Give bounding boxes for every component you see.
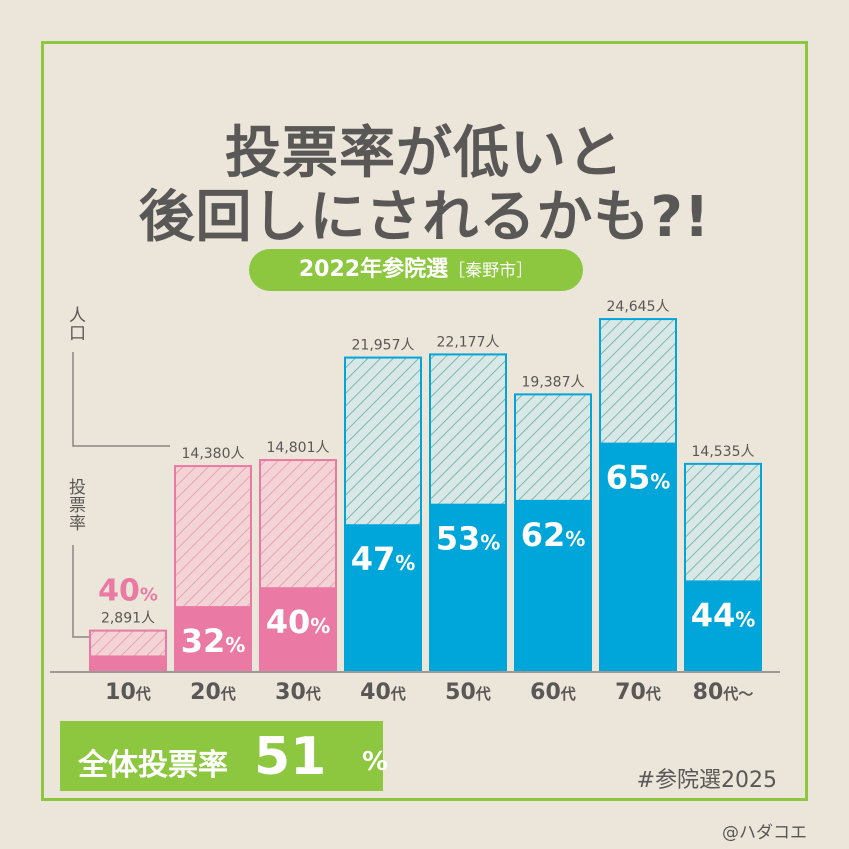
category-label-0: 10代: [105, 680, 151, 705]
turnout-connector: [72, 545, 90, 638]
turnout-label-5: 62%: [521, 516, 586, 554]
turnout-bar-6: [600, 442, 676, 672]
population-axis-label: 人口: [65, 306, 85, 342]
population-label-0: 2,891人: [101, 611, 155, 627]
turnout-bar-5: [515, 499, 591, 672]
turnout-label-3: 47%: [351, 540, 416, 578]
turnout-axis-label: 投票率: [65, 478, 85, 532]
turnout-bar-2: [260, 587, 336, 672]
category-label-1: 20代: [190, 680, 236, 705]
overall-turnout-box: 全体投票率 51 %: [60, 721, 388, 791]
turnout-label-6: 65%: [606, 459, 671, 497]
category-label-6: 70代: [615, 680, 661, 705]
turnout-bar-0: [90, 655, 166, 672]
turnout-bar-1: [175, 606, 251, 672]
overall-turnout-label: 全体投票率: [78, 748, 228, 783]
category-label-2: 30代: [275, 680, 321, 705]
title-line-2: 後回しにされるかも?!: [138, 185, 711, 250]
population-label-2: 14,801人: [267, 440, 330, 456]
population-label-7: 14,535人: [692, 444, 755, 460]
title-line-1: 投票率が低いと: [225, 121, 624, 186]
axis-connector-lines: [72, 352, 170, 638]
subtitle-main: 2022年参院選: [298, 257, 449, 282]
population-label-5: 19,387人: [522, 374, 585, 390]
turnout-label-0: 40%: [98, 574, 158, 609]
turnout-bar-4: [430, 503, 506, 672]
overall-turnout-unit: %: [362, 747, 389, 777]
population-label-1: 14,380人: [182, 446, 245, 462]
overall-turnout-value: 51: [254, 727, 327, 787]
turnout-label-7: 44%: [691, 596, 756, 634]
category-label-3: 40代: [360, 680, 406, 705]
category-label-5: 60代: [530, 680, 576, 705]
turnout-label-2: 40%: [266, 603, 331, 641]
turnout-label-1: 32%: [181, 622, 246, 660]
population-label-6: 24,645人: [607, 299, 670, 315]
population-connector: [72, 352, 170, 447]
hashtag: #参院選2025: [636, 768, 777, 793]
turnout-bar-3: [345, 524, 421, 672]
turnout-label-4: 53%: [436, 520, 501, 558]
credit: @ハダコエ: [722, 823, 807, 843]
outer-frame: [41, 41, 808, 801]
population-label-4: 22,177人: [437, 334, 500, 350]
category-label-7: 80代～: [693, 680, 754, 705]
subtitle-paren: ［秦野市］: [448, 261, 534, 281]
subtitle-pill: 2022年参院選［秦野市］: [249, 249, 583, 291]
population-label-3: 21,957人: [352, 338, 415, 354]
turnout-bar-7: [685, 580, 761, 672]
category-label-4: 50代: [445, 680, 491, 705]
